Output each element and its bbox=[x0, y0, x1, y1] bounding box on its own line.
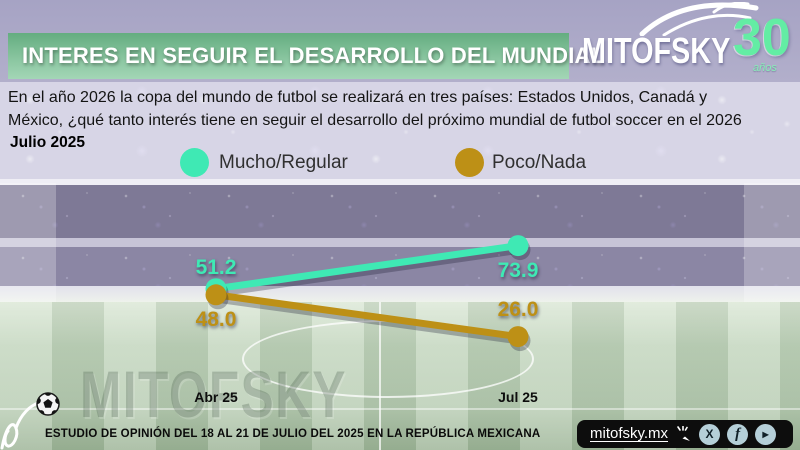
title-bar: INTERES EN SEGUIR EL DESARROLLO DEL MUND… bbox=[8, 33, 604, 79]
bird-swoosh-icon bbox=[639, 2, 759, 36]
facebook-icon[interactable]: f bbox=[727, 423, 749, 445]
panel-edge-right bbox=[744, 183, 800, 302]
stadium-tier-strip bbox=[0, 238, 800, 247]
mitofsky-watermark: MITOFSKY bbox=[80, 357, 347, 431]
legend-label-poco: Poco/Nada bbox=[492, 152, 587, 173]
page-title: INTERES EN SEGUIR EL DESARROLLO DEL MUND… bbox=[22, 43, 605, 68]
x-axis-label: Abr 25 bbox=[194, 389, 238, 405]
value-label: 26.0 bbox=[497, 297, 539, 321]
value-label: 73.9 bbox=[497, 258, 539, 282]
legend-dot-poco bbox=[455, 148, 484, 177]
value-label: 51.2 bbox=[195, 255, 237, 279]
footer-links-bar: mitofsky.mx X f ▶ bbox=[577, 420, 793, 448]
legend-dot-mucho bbox=[180, 148, 209, 177]
value-label: 48.0 bbox=[195, 307, 237, 331]
legend-label-mucho: Mucho/Regular bbox=[219, 152, 348, 173]
x-icon[interactable]: X bbox=[699, 423, 721, 445]
field-touch-line bbox=[0, 408, 800, 410]
methodology-note: ESTUDIO DE OPINIÓN DEL 18 AL 21 DE JULIO… bbox=[45, 428, 541, 440]
survey-question-line2: México, ¿qué tanto interés tiene en segu… bbox=[8, 112, 742, 129]
logo-anios-text: años bbox=[753, 62, 777, 74]
survey-question: En el año 2026 la copa del mundo de futb… bbox=[8, 86, 798, 132]
site-link[interactable]: mitofsky.mx bbox=[590, 425, 669, 442]
survey-question-line1: En el año 2026 la copa del mundo de futb… bbox=[8, 89, 708, 106]
stadium-rail-strip bbox=[0, 179, 800, 185]
survey-date-label: Julio 2025 bbox=[10, 134, 85, 151]
mitofsky-logo: MITOFSKY 30 años bbox=[570, 0, 800, 84]
logo-30-years: 30 bbox=[733, 9, 791, 67]
logo-brand-text: MITOFSKY bbox=[582, 30, 731, 71]
stadium-crowd-band-lower bbox=[0, 247, 800, 286]
soccer-ball-doodle-icon bbox=[0, 392, 60, 450]
youtube-icon[interactable]: ▶ bbox=[755, 423, 777, 445]
panel-edge-left bbox=[0, 183, 56, 302]
stadium-wall-strip bbox=[0, 286, 800, 302]
cursor-click-icon bbox=[677, 425, 691, 441]
x-axis-label: Jul 25 bbox=[498, 389, 538, 405]
background-bokeh-band bbox=[0, 82, 800, 179]
stadium-crowd-band-upper bbox=[0, 185, 800, 238]
